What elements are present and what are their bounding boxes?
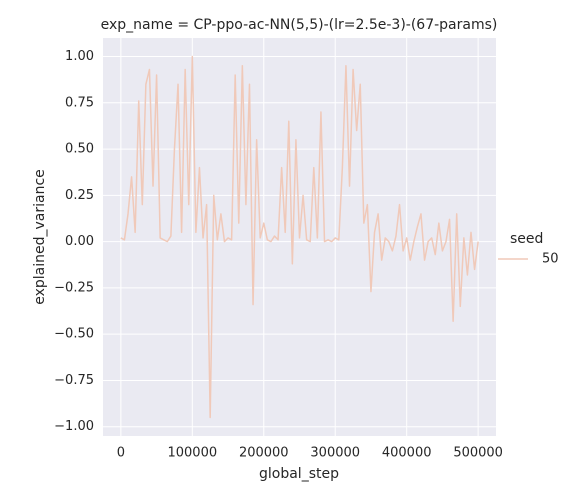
chart-title: exp_name = CP-ppo-ac-NN(5,5)-(lr=2.5e-3)… bbox=[101, 17, 498, 33]
y-tick-label: 0.50 bbox=[65, 142, 94, 157]
x-tick-label: 100000 bbox=[167, 446, 217, 461]
y-tick-label: 0.00 bbox=[65, 234, 94, 249]
legend-title: seed bbox=[510, 231, 543, 247]
y-tick-label: 1.00 bbox=[65, 49, 94, 64]
x-axis-label: global_step bbox=[259, 466, 339, 482]
x-tick-label: 400000 bbox=[382, 446, 432, 461]
x-tick-label: 0 bbox=[117, 446, 125, 461]
x-tick-label: 200000 bbox=[239, 446, 289, 461]
x-tick-label: 500000 bbox=[453, 446, 503, 461]
y-tick-label: 0.25 bbox=[65, 188, 94, 203]
y-axis-label: explained_variance bbox=[32, 169, 48, 305]
y-tick-label: −1.00 bbox=[54, 419, 94, 434]
y-tick-label: −0.25 bbox=[54, 280, 94, 295]
legend-label: 50 bbox=[542, 252, 559, 267]
line-series bbox=[120, 55, 479, 419]
y-tick-label: −0.50 bbox=[54, 327, 94, 342]
y-tick-label: −0.75 bbox=[54, 373, 94, 388]
y-tick-label: 0.75 bbox=[65, 95, 94, 110]
x-tick-label: 300000 bbox=[310, 446, 360, 461]
grid bbox=[103, 38, 496, 436]
marks bbox=[120, 55, 479, 419]
